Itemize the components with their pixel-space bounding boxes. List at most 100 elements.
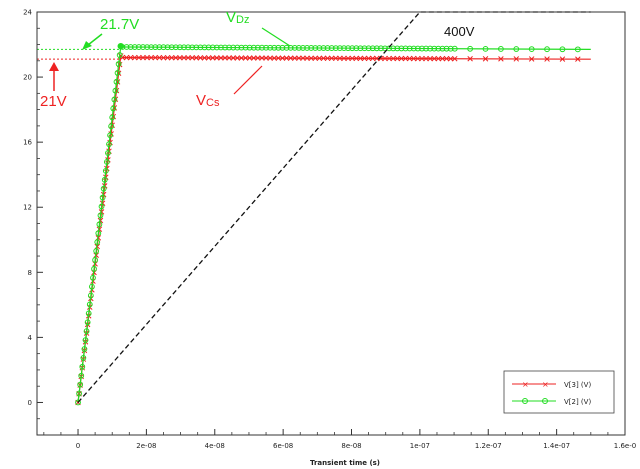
series-0-point — [283, 55, 290, 61]
series-0-point — [230, 55, 236, 61]
annotation-21-7v-arrow — [87, 33, 103, 46]
legend-marker-v2b — [542, 398, 548, 404]
series-1-point — [197, 44, 204, 51]
series-1-point — [77, 381, 84, 388]
series-1-point — [78, 372, 85, 379]
series-1-point — [394, 45, 401, 52]
x-tick-label: 0 — [76, 442, 80, 450]
annotation-vdz: VDz — [226, 9, 249, 26]
series-0-point — [308, 55, 314, 61]
annotation-21v: 21V — [40, 93, 67, 110]
series-0-point — [451, 55, 458, 62]
series-0-point — [164, 54, 171, 61]
axes: 0 4 8 12 16 20 24 0 2e-08 4e-08 6e-08 8e-08 1e-07 1.2… — [23, 9, 636, 451]
series-1-point — [189, 44, 196, 51]
series-1-point — [102, 167, 109, 174]
legend-box — [503, 370, 615, 414]
y-tick-label: 8 — [28, 269, 32, 277]
series-0-point — [168, 54, 175, 61]
series-1-point — [308, 45, 315, 51]
series-1-point — [111, 96, 118, 103]
series-1-point — [226, 44, 233, 51]
series-0-point — [320, 55, 327, 62]
series-1-point — [110, 105, 117, 112]
series-0-point — [378, 55, 384, 62]
series-1-point — [176, 44, 183, 51]
y-tick-label: 12 — [23, 204, 32, 212]
series-0-point — [246, 55, 253, 61]
series-1-point — [369, 45, 376, 52]
series-1-point — [304, 45, 310, 51]
legend: × × V[3] (V) V[2] (V) — [503, 370, 615, 414]
series-0-point — [386, 55, 392, 62]
y-tick-label: 0 — [28, 399, 32, 407]
series-0-point — [349, 55, 355, 62]
series-0-point — [292, 55, 298, 61]
series-1-point — [427, 45, 434, 52]
series-0-point — [316, 55, 323, 61]
series-1-point — [312, 45, 319, 51]
series-1-point — [447, 45, 454, 52]
series-1-point — [89, 283, 95, 290]
series-0-point — [123, 54, 130, 61]
series-1-point — [406, 45, 413, 52]
series-1-point — [107, 132, 113, 139]
series-0-point — [402, 55, 409, 62]
series-1-point — [148, 44, 155, 51]
series-1-point — [528, 46, 535, 53]
series-1-point — [127, 44, 134, 50]
series-1-point — [86, 301, 93, 308]
series-0-point — [300, 55, 306, 61]
series-0-point — [173, 54, 179, 61]
series-1-point — [402, 45, 409, 52]
series-0-point — [140, 54, 146, 61]
series-1-point — [357, 45, 364, 52]
series-0-point — [193, 55, 200, 61]
series-0-point — [279, 55, 286, 61]
series-1-point — [92, 257, 99, 263]
series-0-point — [406, 55, 413, 62]
series-1-point — [242, 44, 249, 51]
series-1-point — [101, 176, 108, 183]
series-1-point — [168, 44, 175, 51]
series-0-point — [369, 55, 376, 62]
series-1-point — [218, 44, 224, 51]
series-1-point — [96, 221, 103, 228]
series-0-point — [185, 55, 191, 61]
series-1-point — [185, 44, 192, 51]
series-0-point — [435, 55, 442, 62]
series-0-point — [152, 54, 159, 61]
series-1-point — [443, 45, 450, 52]
series-1-point — [87, 292, 94, 299]
series-1-point — [164, 44, 171, 51]
series-1-point — [390, 45, 397, 52]
legend-label-v3: V[3] (V) — [564, 381, 591, 389]
series-0-point — [345, 55, 351, 62]
series-1-point — [205, 44, 212, 51]
series-1-point — [498, 46, 504, 52]
series-1-point — [108, 123, 115, 130]
series-1-point — [201, 44, 208, 51]
series-1-point — [414, 45, 421, 52]
series-0-point — [357, 55, 364, 62]
series-1-point — [365, 45, 372, 52]
series-0-point — [415, 55, 421, 62]
series-1-point — [83, 328, 90, 335]
series-0-point — [177, 54, 183, 61]
series-1-point — [439, 45, 446, 52]
series-0-point — [431, 55, 437, 62]
series-1-point — [349, 45, 356, 52]
series-1-point — [378, 45, 384, 52]
arrow-head-red — [49, 62, 59, 71]
series-1-point — [144, 44, 150, 51]
series-0-point — [259, 55, 265, 61]
series-1-point — [574, 46, 581, 53]
series-1-point — [209, 44, 216, 51]
series-0-point — [160, 54, 167, 61]
series-1-point — [172, 44, 179, 51]
series-0-point — [99, 200, 106, 206]
series-1-point — [116, 52, 123, 58]
annotation-vcs-pointer — [233, 65, 263, 95]
series-1-point — [76, 390, 82, 397]
series-1-point — [361, 45, 368, 52]
